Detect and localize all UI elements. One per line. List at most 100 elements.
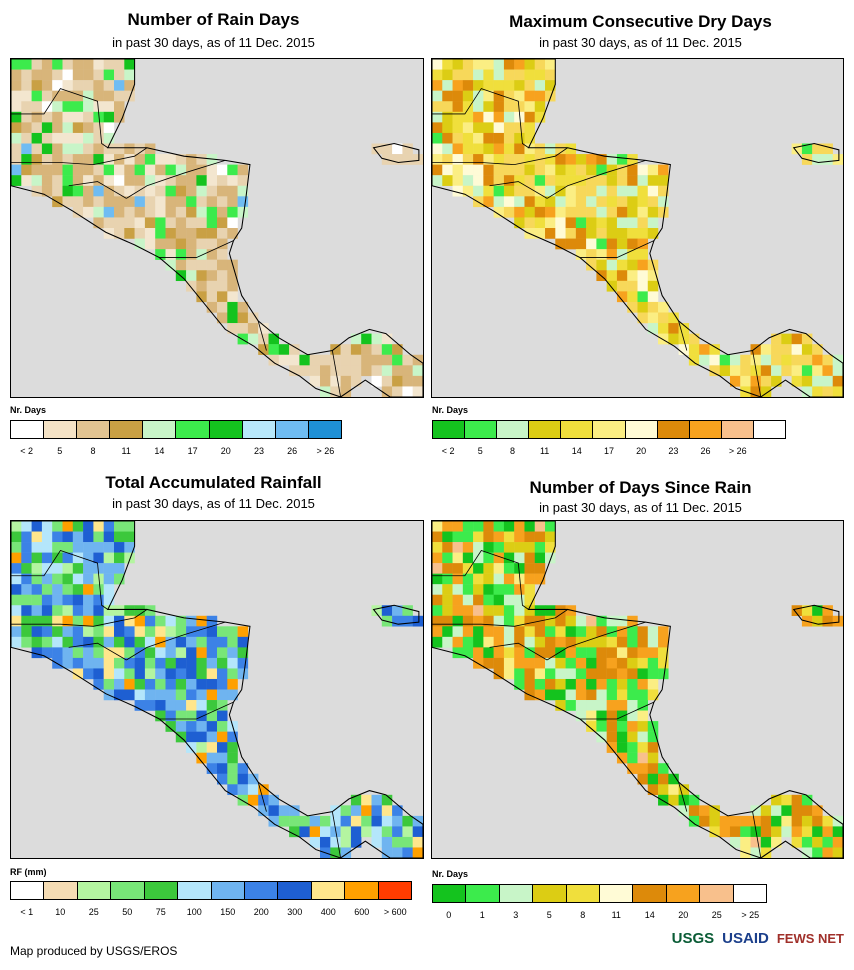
map-cell: [534, 521, 546, 532]
map-cell: [616, 647, 628, 659]
legend-tick-label: 400: [320, 907, 336, 917]
map-cell: [41, 101, 53, 113]
map-cell: [514, 573, 525, 585]
legend-tick-label: 25: [88, 907, 99, 917]
map-cell: [586, 700, 597, 711]
map-cell: [668, 773, 679, 785]
map-cell: [103, 59, 115, 70]
map-cell: [227, 323, 238, 334]
map-cell: [616, 154, 628, 165]
map-cell: [124, 206, 135, 218]
map-cell: [258, 805, 269, 817]
map-cell: [606, 636, 618, 648]
map-cell: [52, 605, 63, 616]
map-cell: [21, 143, 32, 155]
legend-tick-label: 20: [636, 446, 647, 456]
map-cell: [21, 605, 32, 616]
map-cell: [586, 678, 597, 690]
map-cell: [514, 563, 525, 574]
map-days-since-rain[interactable]: [431, 520, 844, 859]
country-border: [432, 609, 568, 627]
map-cell: [237, 794, 249, 806]
map-cell: [93, 206, 104, 218]
map-cell: [21, 132, 32, 144]
map-cell: [812, 354, 823, 366]
map-cell: [812, 143, 823, 155]
map-cell: [534, 563, 546, 574]
map-cell: [72, 206, 84, 218]
map-cell: [452, 80, 464, 91]
map-cell: [196, 689, 207, 701]
map-cell: [627, 668, 638, 680]
map-cell: [52, 185, 63, 197]
map-cell: [52, 80, 63, 91]
legend-bar: [432, 884, 767, 903]
map-cell: [237, 196, 249, 208]
map-cell: [832, 365, 843, 377]
map-cell: [483, 175, 494, 186]
legend-swatch: [11, 882, 45, 899]
map-cell: [72, 59, 84, 70]
map-cell: [350, 354, 362, 366]
map-cell: [165, 700, 177, 711]
country-border: [126, 159, 226, 199]
map-cell: [452, 143, 464, 155]
map-cell: [771, 365, 782, 377]
map-cell: [155, 636, 166, 648]
legend-tick-label: 23: [668, 446, 679, 456]
map-cell: [647, 678, 659, 690]
map-cell: [371, 143, 383, 155]
map-cell: [103, 636, 115, 648]
map-cell: [462, 80, 474, 91]
map-cell: [227, 185, 238, 197]
map-cell: [299, 354, 310, 366]
map-cell: [227, 773, 238, 785]
map-cell: [658, 312, 669, 324]
map-cell: [11, 542, 22, 553]
map-cell: [483, 80, 494, 91]
map-cell: [340, 815, 352, 827]
map-rain-days[interactable]: [10, 58, 424, 398]
map-cell: [514, 636, 525, 648]
map-cell: [524, 657, 535, 669]
map-cell: [41, 584, 53, 595]
map-cell: [381, 365, 393, 377]
map-cell: [729, 365, 741, 377]
map-cell: [627, 763, 638, 774]
map-cell: [483, 563, 494, 574]
map-cell: [144, 217, 156, 229]
map-cell: [534, 69, 546, 81]
map-cell: [534, 101, 546, 113]
map-cell: [616, 636, 628, 648]
map-cell: [452, 132, 464, 144]
map-cell: [740, 375, 751, 387]
map-cell: [822, 826, 833, 838]
map-cell: [483, 185, 494, 197]
map-cell: [175, 238, 187, 250]
map-cell: [186, 259, 197, 271]
map-cell: [72, 605, 84, 616]
map-cell: [52, 111, 63, 123]
map-cell: [155, 238, 166, 250]
map-cell: [514, 531, 525, 543]
map-cell: [41, 80, 53, 91]
map-cell: [196, 291, 207, 303]
map-cell: [503, 132, 515, 144]
map-cell: [637, 721, 648, 732]
map-cell: [320, 815, 331, 827]
map-cell: [473, 132, 484, 144]
map-cell: [627, 647, 638, 659]
map-cell: [719, 815, 731, 827]
map-cell: [21, 164, 32, 176]
map-cell: [627, 742, 638, 753]
map-cell: [196, 700, 207, 711]
map-cell: [268, 344, 280, 355]
map-cell: [62, 69, 74, 81]
map-cell: [93, 122, 104, 134]
map-cell: [196, 196, 207, 208]
map-dry-days[interactable]: [431, 58, 844, 398]
legend-swatch: [657, 421, 690, 438]
map-cell: [627, 206, 638, 218]
map-rainfall[interactable]: [10, 520, 424, 859]
map-cell: [206, 206, 218, 218]
